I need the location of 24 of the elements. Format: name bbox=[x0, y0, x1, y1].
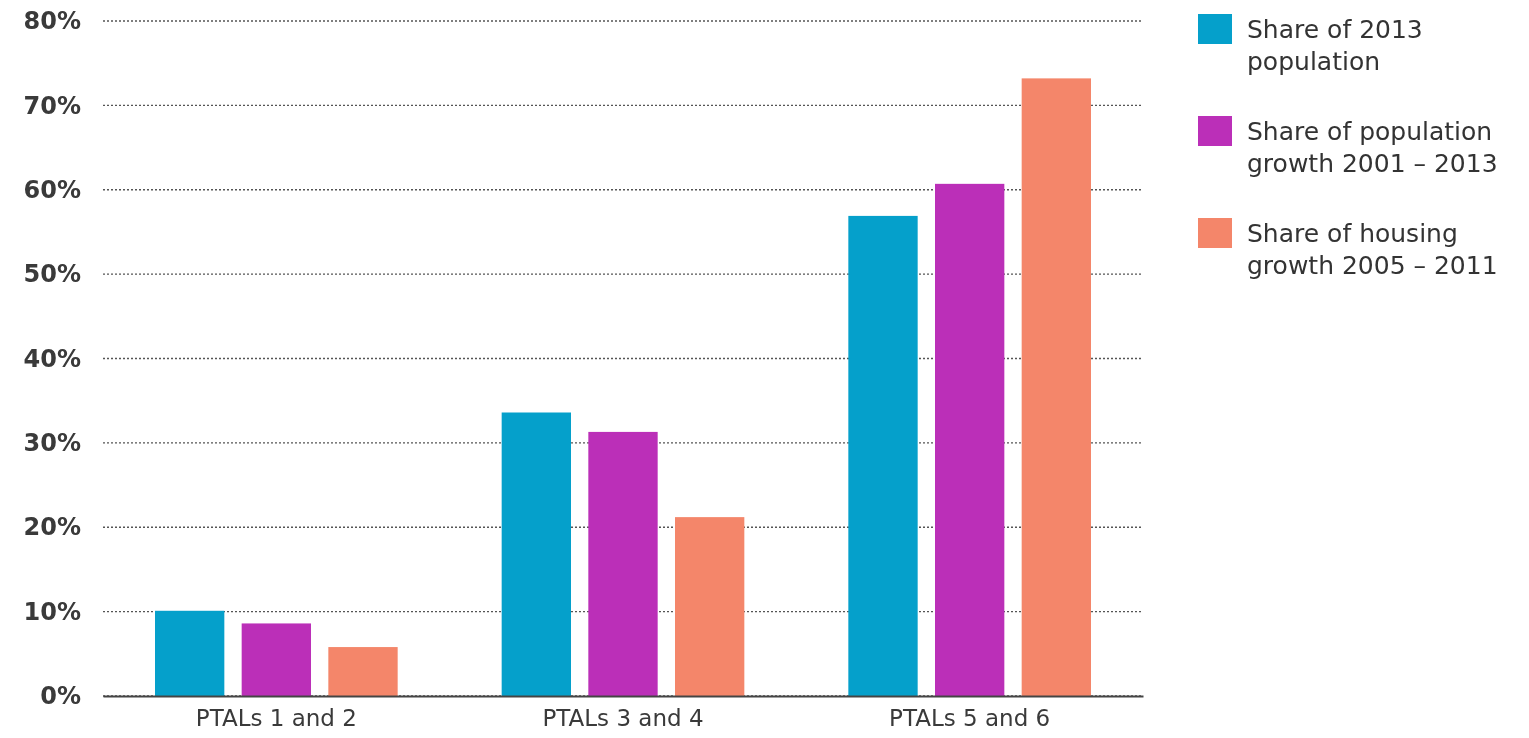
y-tick-label: 80% bbox=[23, 7, 81, 36]
y-tick-label: 0% bbox=[40, 682, 81, 711]
bar bbox=[1021, 78, 1091, 696]
y-tick-label: 20% bbox=[23, 513, 81, 542]
bar bbox=[155, 610, 225, 696]
y-tick-label: 40% bbox=[23, 344, 81, 373]
y-tick-label: 10% bbox=[23, 597, 81, 626]
legend-label: Share of population growth 2001 – 2013 bbox=[1247, 117, 1498, 178]
legend-label: Share of 2013 population bbox=[1247, 15, 1423, 76]
bar bbox=[241, 623, 311, 696]
bar bbox=[588, 431, 658, 696]
x-tick-label: PTALs 1 and 2 bbox=[195, 705, 357, 732]
bar bbox=[501, 412, 571, 696]
bar bbox=[675, 517, 745, 696]
bar bbox=[848, 215, 918, 696]
y-tick-label: 30% bbox=[23, 429, 81, 458]
bar bbox=[935, 183, 1005, 696]
legend-label: Share of housing growth 2005 – 2011 bbox=[1247, 219, 1498, 280]
y-tick-label: 60% bbox=[23, 175, 81, 204]
x-tick-label: PTALs 3 and 4 bbox=[542, 705, 704, 732]
x-tick-label: PTALs 5 and 6 bbox=[889, 705, 1051, 732]
y-tick-label: 70% bbox=[23, 91, 81, 120]
bar bbox=[328, 647, 398, 696]
y-tick-label: 50% bbox=[23, 260, 81, 289]
